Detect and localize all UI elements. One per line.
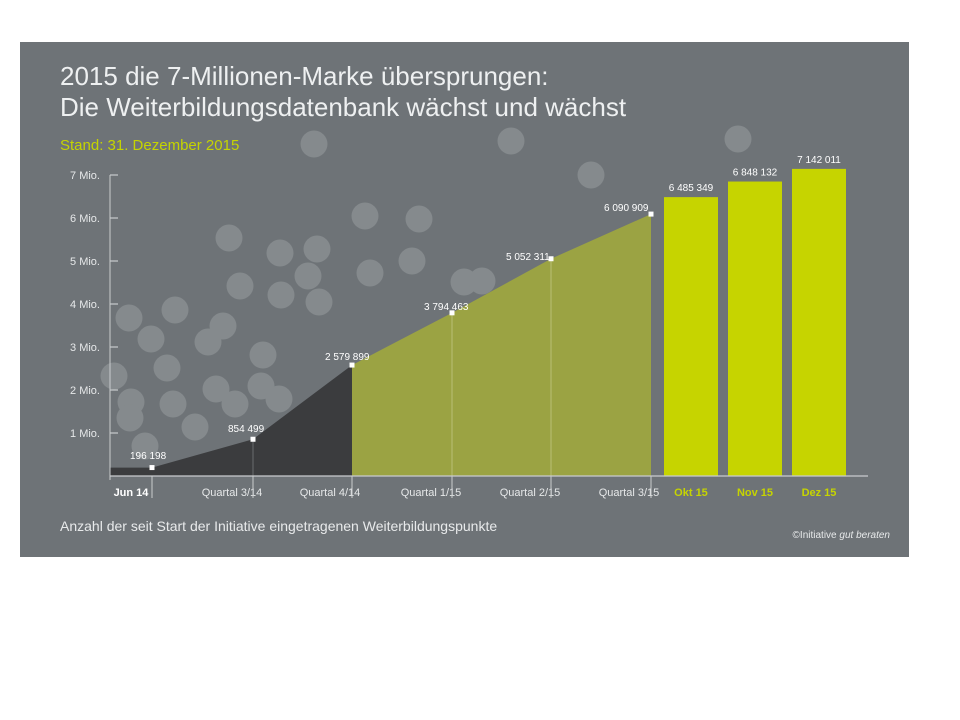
decorative-bubble	[398, 247, 426, 275]
decorative-bubble	[226, 272, 254, 300]
decorative-bubble	[194, 328, 222, 356]
decorative-bubble	[265, 385, 293, 413]
decorative-bubble	[116, 404, 144, 432]
y-tick-label: 7 Mio.	[70, 170, 100, 182]
y-tick-label: 3 Mio.	[70, 342, 100, 354]
x-tick-label: Quartal 3/14	[202, 487, 263, 499]
y-tick-label: 1 Mio.	[70, 428, 100, 440]
x-tick-label: Jun 14	[114, 487, 150, 499]
chart-title-line-1: 2015 die 7-Millionen-Marke übersprungen:	[60, 61, 549, 91]
decorative-bubble	[153, 354, 181, 382]
decorative-bubble	[100, 362, 128, 390]
copyright-note: ©Initiative gut beraten	[793, 530, 890, 541]
y-tick-label: 4 Mio.	[70, 299, 100, 311]
infographic-panel: 196 198 854 499 2 579 899 3 794 463 5 052 31…	[20, 42, 909, 557]
point-marker	[250, 436, 256, 442]
x-tick-label: Okt 15	[674, 487, 708, 499]
bar-dez-15	[792, 168, 846, 476]
decorative-bubble	[356, 259, 384, 287]
value-label: 6 485 349	[669, 183, 714, 194]
decorative-bubble	[468, 267, 496, 295]
decorative-bubble	[405, 205, 433, 233]
area-2014	[110, 365, 352, 476]
decorative-bubble	[115, 304, 143, 332]
value-label: 7 142 011	[797, 155, 841, 166]
point-marker	[648, 211, 654, 217]
chart-title: 2015 die 7-Millionen-Marke übersprungen:…	[60, 61, 626, 123]
decorative-bubble	[215, 224, 243, 252]
decorative-bubble	[267, 281, 295, 309]
copyright-brand: gut beraten	[839, 530, 890, 541]
copyright-prefix: ©Initiative	[792, 530, 840, 541]
bar-okt-15	[664, 197, 718, 476]
y-tick-label: 5 Mio.	[70, 256, 100, 268]
x-tick-label: Dez 15	[802, 487, 837, 499]
point-marker	[349, 362, 355, 368]
decorative-bubble	[131, 432, 159, 460]
value-label: 6 848 132	[733, 168, 778, 179]
x-tick-label: Nov 15	[737, 487, 773, 499]
decorative-bubble	[305, 288, 333, 316]
decorative-bubble	[161, 296, 189, 324]
y-tick-label: 2 Mio.	[70, 385, 100, 397]
bar-nov-15	[728, 181, 782, 476]
value-label: 196 198	[130, 451, 167, 462]
decorative-bubble	[181, 413, 209, 441]
point-marker	[449, 310, 455, 316]
decorative-bubble	[300, 130, 328, 158]
chart-subtitle: Stand: 31. Dezember 2015	[60, 137, 240, 154]
point-marker	[149, 465, 155, 471]
chart-footnote: Anzahl der seit Start der Initiative ein…	[60, 518, 498, 534]
decorative-bubble	[137, 325, 165, 353]
chart-title-line-2: Die Weiterbildungsdatenbank wächst und w…	[60, 92, 627, 122]
decorative-bubble	[724, 125, 752, 153]
y-tick-label: 6 Mio.	[70, 213, 100, 225]
value-label: 3 794 463	[424, 302, 469, 313]
value-label: 6 090 909	[604, 203, 649, 214]
value-label: 854 499	[228, 424, 265, 435]
value-label: 2 579 899	[325, 352, 370, 363]
x-tick-label: Quartal 4/14	[300, 487, 361, 499]
decorative-bubble	[249, 341, 277, 369]
decorative-bubbles	[100, 125, 752, 460]
decorative-bubble	[202, 375, 230, 403]
chart-svg: 196 198 854 499 2 579 899 3 794 463 5 052 31…	[70, 125, 868, 499]
point-marker	[548, 256, 554, 262]
area-2015-quarters	[352, 214, 651, 476]
decorative-bubble	[303, 235, 331, 263]
decorative-bubble	[221, 390, 249, 418]
decorative-bubble	[577, 161, 605, 189]
decorative-bubble	[159, 390, 187, 418]
decorative-bubble	[351, 202, 379, 230]
decorative-bubble	[497, 127, 525, 155]
x-tick-label: Quartal 3/15	[599, 487, 660, 499]
x-tick-label: Quartal 2/15	[500, 487, 561, 499]
decorative-bubble	[294, 262, 322, 290]
x-tick-label: Quartal 1/15	[401, 487, 462, 499]
value-label: 5 052 311	[506, 252, 550, 263]
decorative-bubble	[266, 239, 294, 267]
